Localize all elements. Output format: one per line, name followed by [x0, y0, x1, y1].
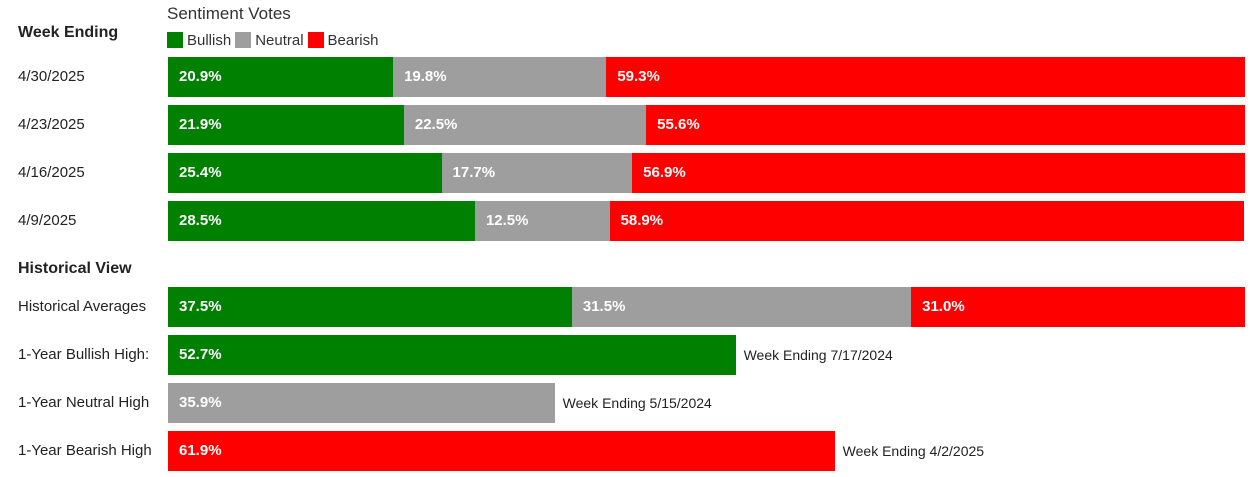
week-row-bullish-segment-label: 25.4% [179, 164, 222, 181]
week-label: 4/23/2025 [18, 116, 85, 133]
week-row-neutral-segment-label: 12.5% [485, 212, 529, 229]
week-row-bearish-segment-label: 55.6% [657, 116, 700, 133]
bearish-high-segment: 61.9% [168, 431, 835, 471]
week-row-neutral-segment: 17.7% [441, 153, 633, 193]
week-row-neutral-segment-label: 17.7% [452, 164, 496, 181]
week-row-bullish-segment-label: 28.5% [179, 212, 222, 229]
week-row-bullish-segment: 25.4% [168, 153, 442, 193]
week-row-neutral-segment-label: 19.8% [404, 68, 447, 85]
week-label: 4/9/2025 [18, 212, 77, 229]
legend-title: Sentiment Votes [167, 4, 291, 23]
legend-swatch-bullish [167, 32, 183, 48]
historical-view-heading: Historical View [18, 260, 132, 277]
historical-averages-bearish-segment: 31.0% [911, 287, 1245, 327]
week-row-bearish-segment: 56.9% [632, 153, 1245, 193]
week-row-bullish-segment: 28.5% [168, 201, 475, 241]
bearish-high-segment-label: 61.9% [179, 442, 222, 459]
historical-averages-label: Historical Averages [18, 298, 147, 315]
historical-averages-neutral-segment: 31.5% [571, 287, 912, 327]
legend-label-neutral: Neutral [255, 31, 304, 49]
week-row-bearish-segment: 59.3% [606, 57, 1245, 97]
neutral-high-bar: 35.9% [168, 383, 555, 423]
week-row-neutral-segment-label: 22.5% [414, 116, 458, 133]
week-label: 4/16/2025 [18, 164, 85, 181]
legend-label-bearish: Bearish [327, 31, 379, 49]
bullish-high-bar: 52.7% [168, 335, 736, 375]
neutral-high-segment: 35.9% [168, 383, 555, 423]
historical-averages-bearish-segment-label: 31.0% [922, 298, 965, 315]
week-row-bar: 25.4% 17.7% 56.9% [168, 153, 1245, 193]
bullish-high-segment: 52.7% [168, 335, 736, 375]
week-row-bearish-segment-label: 59.3% [617, 68, 660, 85]
neutral-high-label: 1-Year Neutral High [18, 394, 150, 411]
week-label: 4/30/2025 [18, 68, 85, 85]
legend-item-neutral: Neutral [235, 31, 304, 49]
week-row-bearish-segment-label: 56.9% [643, 164, 686, 181]
legend-item-bullish: Bullish [167, 32, 231, 49]
historical-averages-bullish-segment: 37.5% [168, 287, 572, 327]
week-row-bullish-segment-label: 21.9% [179, 116, 222, 133]
week-row-bullish-segment: 20.9% [168, 57, 394, 97]
week-row-neutral-segment: 19.8% [393, 57, 607, 97]
week-row-bar: 21.9% 22.5% 55.6% [168, 105, 1245, 145]
week-row-bar: 20.9% 19.8% 59.3% [168, 57, 1245, 97]
week-row-bullish-segment-label: 20.9% [179, 68, 222, 85]
legend-swatch-bearish [307, 32, 324, 48]
bearish-high-note: Week Ending 4/2/2025 [842, 443, 985, 459]
week-row-bar: 28.5% 12.5% 58.9% [168, 201, 1245, 241]
week-row-neutral-segment: 22.5% [403, 105, 647, 145]
bullish-high-label: 1-Year Bullish High: [18, 346, 150, 363]
week-row-bullish-segment: 21.9% [168, 105, 404, 145]
week-row-bearish-segment-label: 58.9% [620, 212, 664, 229]
legend-label-bullish: Bullish [187, 31, 232, 49]
week-row-bearish-segment: 58.9% [609, 201, 1244, 241]
neutral-high-note: Week Ending 5/15/2024 [562, 395, 712, 411]
legend-item-bearish: Bearish [307, 31, 379, 49]
legend-swatch-neutral [235, 32, 252, 48]
week-row-bearish-segment: 55.6% [646, 105, 1245, 145]
bullish-high-note: Week Ending 7/17/2024 [743, 347, 893, 363]
historical-averages-neutral-segment-label: 31.5% [582, 298, 626, 315]
historical-averages-bullish-segment-label: 37.5% [179, 298, 222, 315]
bearish-high-bar: 61.9% [168, 431, 835, 471]
week-row-neutral-segment: 12.5% [474, 201, 610, 241]
historical-averages-bar: 37.5% 31.5% 31.0% [168, 287, 1245, 327]
legend: Bullish Neutral Bearish [167, 31, 382, 49]
neutral-high-segment-label: 35.9% [179, 394, 222, 411]
bullish-high-segment-label: 52.7% [179, 346, 222, 363]
week-ending-heading: Week Ending [18, 24, 119, 41]
bearish-high-label: 1-Year Bearish High [18, 442, 152, 459]
